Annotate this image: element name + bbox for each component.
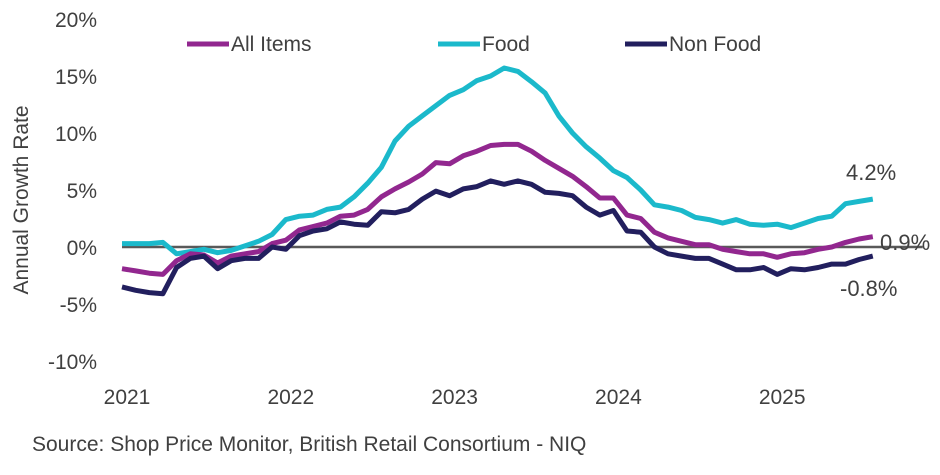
end-label-food: 4.2%	[846, 160, 896, 185]
source-note: Source: Shop Price Monitor, British Reta…	[32, 433, 586, 456]
y-tick-label: 0%	[67, 237, 97, 260]
series-line-all-items	[121, 141, 874, 277]
x-tick-label: 2021	[104, 386, 151, 409]
series-line-food	[122, 65, 874, 257]
legend-label: Food	[482, 33, 530, 56]
x-tick-label: 2025	[759, 386, 806, 409]
y-tick-label: 20%	[55, 9, 97, 32]
series-line-non-food	[121, 178, 874, 297]
end-label-non-food: -0.8%	[840, 276, 897, 301]
y-tick-label: 10%	[55, 123, 97, 146]
x-tick-label: 2022	[267, 386, 314, 409]
legend-item-food: Food	[438, 33, 530, 56]
y-tick-label: -5%	[60, 294, 97, 317]
y-tick-label: 15%	[55, 66, 97, 89]
legend-item-non-food: Non Food	[625, 33, 761, 56]
y-tick-label: -10%	[48, 351, 97, 374]
y-axis-title: Annual Growth Rate	[10, 105, 33, 294]
x-tick-label: 2023	[431, 386, 478, 409]
legend-label: All Items	[231, 33, 312, 56]
x-tick-label: 2024	[595, 386, 642, 409]
legend-label: Non Food	[669, 33, 761, 56]
legend-item-all-items: All Items	[187, 33, 312, 56]
y-tick-label: 5%	[67, 180, 97, 203]
end-label-all-items: 0.9%	[880, 230, 930, 255]
